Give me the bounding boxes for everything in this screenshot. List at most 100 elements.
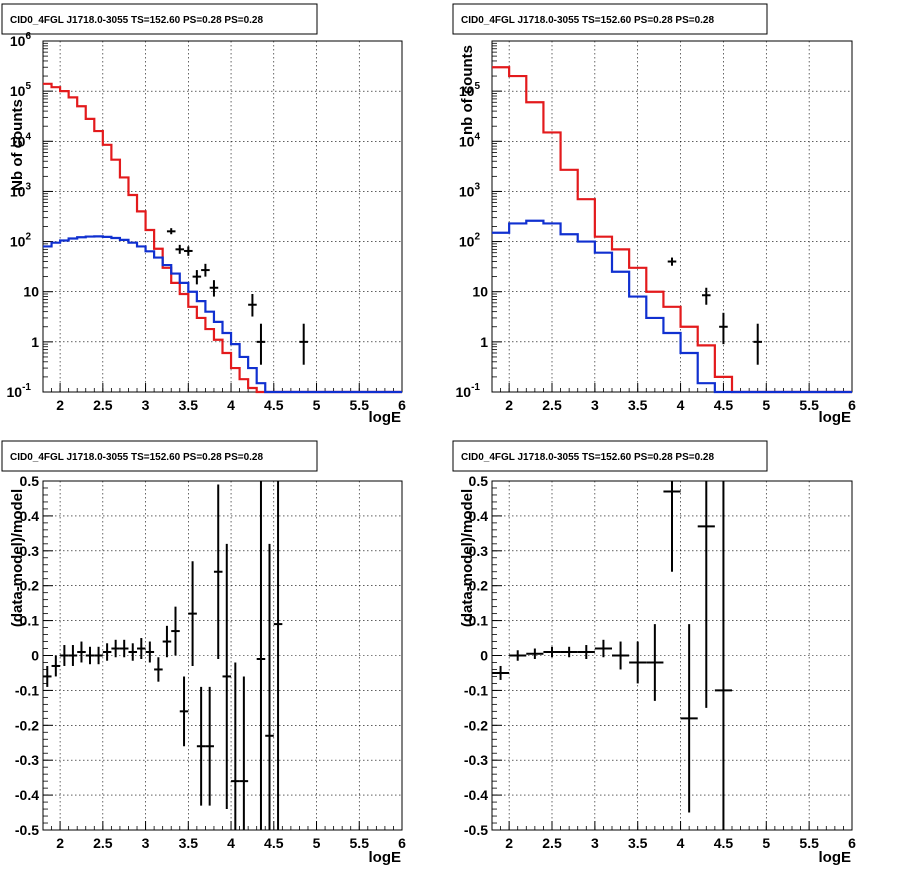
y-tick-label: 105 xyxy=(10,81,32,99)
x-tick-label: 4.5 xyxy=(714,835,734,851)
panel-residuals-left: CID0_4FGL J1718.0-3055 TS=152.60 PS=0.28… xyxy=(1,440,406,866)
x-tick-label: 3 xyxy=(591,397,599,413)
y-tick-label: -0.2 xyxy=(15,717,39,733)
y-axis-title: nb of counts xyxy=(459,45,476,135)
y-axis-title: Nb of counts xyxy=(9,99,26,191)
x-tick-label: 2.5 xyxy=(542,397,562,413)
x-tick-label: 3 xyxy=(142,835,150,851)
title-box xyxy=(452,440,768,472)
x-tick-label: 3 xyxy=(591,835,599,851)
x-tick-label: 4 xyxy=(677,397,685,413)
x-axis-title: logE xyxy=(819,409,852,426)
y-tick-label: -0.4 xyxy=(464,787,488,803)
x-tick-label: 6 xyxy=(398,835,406,851)
y-tick-label: -0.2 xyxy=(464,717,488,733)
x-tick-label: 4 xyxy=(677,835,685,851)
chart-title: CID0_4FGL J1718.0-3055 TS=152.60 PS=0.28… xyxy=(10,452,263,463)
y-tick-label: -0.5 xyxy=(464,822,488,838)
plot-area: 2 2.5 3 3.5 4 4.5 5 5.5 6 10-1 1 10 102 103 104 105 106 xyxy=(7,31,407,413)
y-tick-label: 1 xyxy=(31,334,39,350)
chart-title: CID0_4FGL J1718.0-3055 TS=152.60 PS=0.28… xyxy=(461,15,714,26)
x-tick-label: 5.5 xyxy=(350,835,370,851)
y-tick-label: 106 xyxy=(10,31,32,49)
x-tick-label: 3.5 xyxy=(179,835,199,851)
y-tick-label: 0.3 xyxy=(20,543,40,559)
panel-counts-right: CID0_4FGL J1718.0-3055 TS=152.60 PS=0.28… xyxy=(452,3,856,426)
y-tick-label: -0.1 xyxy=(15,682,39,698)
x-tick-label: 3.5 xyxy=(628,835,648,851)
x-tick-label: 2 xyxy=(505,835,513,851)
y-tick-label: 10-1 xyxy=(456,382,481,400)
y-tick-label: 0.5 xyxy=(469,473,489,489)
y-tick-label: 103 xyxy=(10,181,32,199)
y-axis-title: (data-model)/model xyxy=(9,489,26,627)
x-tick-label: 6 xyxy=(398,397,406,413)
x-tick-label: 2.5 xyxy=(93,835,113,851)
plot-frame xyxy=(491,40,853,393)
x-tick-label: 6 xyxy=(848,835,856,851)
y-tick-label: 0.3 xyxy=(469,543,489,559)
y-tick-label: 0.1 xyxy=(469,613,489,629)
y-tick-label: 10 xyxy=(23,284,39,300)
y-tick-label: 102 xyxy=(10,232,32,250)
x-tick-label: 4.5 xyxy=(714,397,734,413)
y-tick-label: 0.4 xyxy=(469,508,489,524)
title-box xyxy=(1,3,318,35)
panel-residuals-right: CID0_4FGL J1718.0-3055 TS=152.60 PS=0.28… xyxy=(452,440,856,866)
title-box xyxy=(1,440,318,472)
y-tick-label: 0 xyxy=(480,648,488,664)
series-source-line xyxy=(43,235,402,394)
y-tick-label: 0.2 xyxy=(469,578,489,594)
y-tick-label: 102 xyxy=(459,232,481,250)
chart-title: CID0_4FGL J1718.0-3055 TS=152.60 PS=0.28… xyxy=(461,452,714,463)
series-source-line xyxy=(492,219,852,394)
x-tick-label: 5.5 xyxy=(799,397,819,413)
plot-area: 2 2.5 3 3.5 4 4.5 5 5.5 6 -0.5 -0.4 -0.3 -0.2 -0.1 0 0.… xyxy=(464,473,856,851)
y-axis-title: (data-model)/model xyxy=(459,489,476,627)
y-tick-label: 104 xyxy=(459,131,481,149)
plot-area: 2 2.5 3 3.5 4 4.5 5 5.5 6 -0.5 -0.4 -0.3 -0.2 -0.1 0 0.… xyxy=(15,473,406,851)
y-tick-label: -0.4 xyxy=(15,787,39,803)
x-tick-label: 5.5 xyxy=(799,835,819,851)
y-tick-label: 10 xyxy=(472,284,488,300)
x-axis-title: logE xyxy=(369,409,402,426)
x-tick-label: 2 xyxy=(56,835,64,851)
y-tick-label: 104 xyxy=(10,131,32,149)
panel-counts-left: CID0_4FGL J1718.0-3055 TS=152.60 PS=0.28… xyxy=(1,3,407,426)
y-tick-label: 0 xyxy=(31,648,39,664)
y-tick-label: 0.4 xyxy=(20,508,40,524)
x-tick-label: 5 xyxy=(762,835,770,851)
y-tick-label: 0.2 xyxy=(20,578,40,594)
title-box xyxy=(452,3,768,35)
y-tick-label: -0.3 xyxy=(15,752,39,768)
x-tick-label: 6 xyxy=(848,397,856,413)
y-tick-label: -0.5 xyxy=(15,822,39,838)
x-tick-label: 3.5 xyxy=(179,397,199,413)
y-tick-label: 1 xyxy=(480,334,488,350)
x-tick-label: 5.5 xyxy=(350,397,370,413)
x-tick-label: 2.5 xyxy=(542,835,562,851)
y-tick-label: 105 xyxy=(459,81,481,99)
y-tick-label: 103 xyxy=(459,181,481,199)
x-tick-label: 3 xyxy=(142,397,150,413)
x-axis-title: logE xyxy=(369,849,402,866)
x-tick-label: 2 xyxy=(505,397,513,413)
x-tick-label: 4 xyxy=(227,397,235,413)
x-tick-label: 2.5 xyxy=(93,397,113,413)
x-tick-label: 5 xyxy=(762,397,770,413)
x-tick-label: 4 xyxy=(227,835,235,851)
y-tick-label: -0.1 xyxy=(464,682,488,698)
y-tick-label: 10-1 xyxy=(7,382,32,400)
x-tick-label: 4.5 xyxy=(264,397,284,413)
x-tick-label: 2 xyxy=(56,397,64,413)
x-tick-label: 5 xyxy=(313,397,321,413)
y-tick-label: 0.1 xyxy=(20,613,40,629)
x-tick-label: 5 xyxy=(313,835,321,851)
plot-area: 2 2.5 3 3.5 4 4.5 5 5.5 6 10-1 1 10 102 103 104 105 xyxy=(456,40,856,413)
x-tick-label: 3.5 xyxy=(628,397,648,413)
chart-title: CID0_4FGL J1718.0-3055 TS=152.60 PS=0.28… xyxy=(10,15,263,26)
y-tick-label: 0.5 xyxy=(20,473,40,489)
x-tick-label: 4.5 xyxy=(264,835,284,851)
y-tick-label: -0.3 xyxy=(464,752,488,768)
